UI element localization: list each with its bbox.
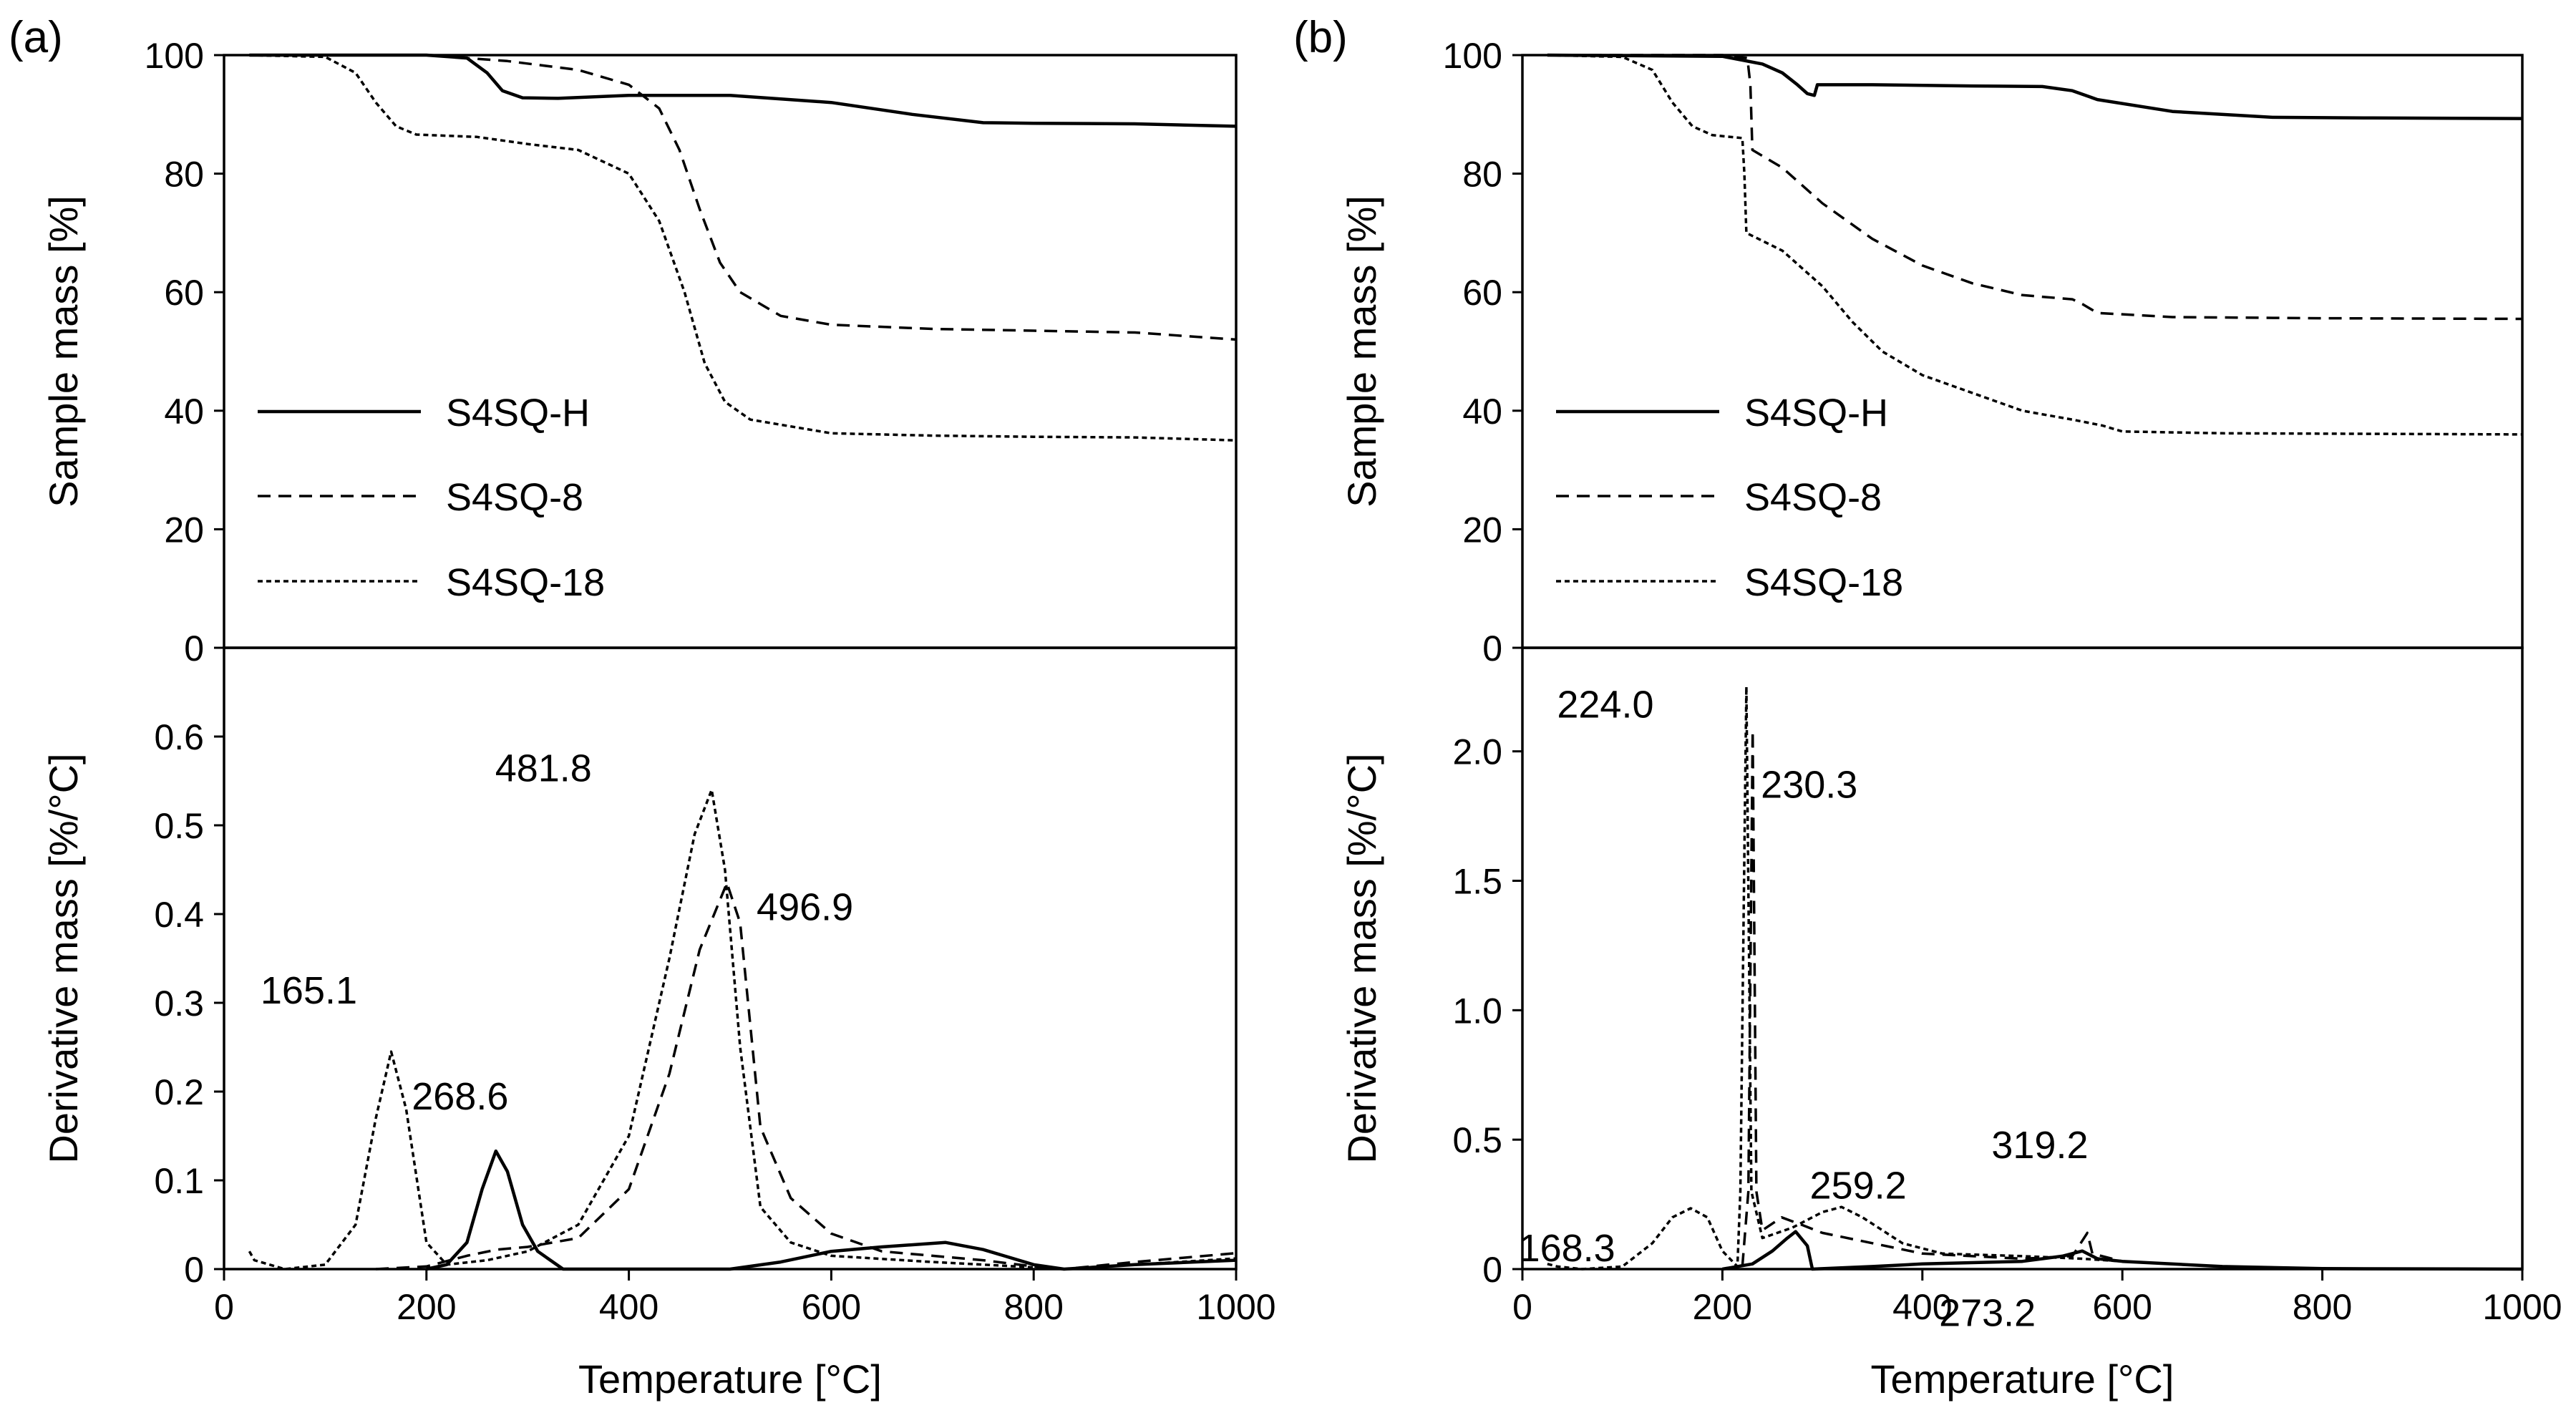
bottom-y-tick-label: 0.1 (154, 1161, 204, 1201)
peak-label: 481.8 (495, 747, 592, 790)
top-plot-frame (1521, 54, 2524, 649)
bottom-y-tick-label: 1.0 (1452, 991, 1502, 1031)
peak-label: 319.2 (1991, 1124, 2088, 1167)
x-tick-label: 400 (599, 1287, 658, 1327)
top-y-tick-label: 100 (145, 36, 204, 76)
top-y-axis-label: Sample mass [%] (41, 195, 86, 507)
x-tick-label: 1000 (1196, 1287, 1275, 1327)
top-plot-frame (223, 54, 1238, 649)
x-tick-label: 200 (1693, 1287, 1752, 1327)
peak-label: 230.3 (1761, 764, 1857, 807)
top-series-s4sq-h (1547, 53, 2523, 120)
peak-label: 259.2 (1810, 1165, 1907, 1208)
top-y-tick-label: 0 (184, 628, 204, 669)
top-series-s4sq-18 (249, 54, 1237, 442)
x-tick-label: 800 (2293, 1287, 2352, 1327)
bottom-series-s4sq-18 (1547, 685, 2523, 1271)
peak-label: 496.9 (757, 886, 853, 929)
bottom-y-tick-label: 0.6 (154, 717, 204, 757)
x-tick-label: 200 (397, 1287, 456, 1327)
bottom-y-axis-label: Derivative mass [%/°C] (1339, 753, 1384, 1163)
x-axis-label: Temperature [°C] (578, 1356, 882, 1402)
bottom-y-tick-label: 0.4 (154, 895, 204, 935)
peak-label: 224.0 (1557, 683, 1653, 726)
top-y-tick-label: 40 (164, 392, 204, 432)
top-series-s4sq-h (249, 53, 1237, 128)
legend-label: S4SQ-18 (446, 561, 605, 604)
legend-label: S4SQ-8 (446, 476, 583, 519)
top-y-tick-label: 0 (1482, 628, 1502, 669)
top-y-tick-label: 60 (164, 273, 204, 313)
bottom-series-s4sq-8 (376, 881, 1237, 1271)
legend-label: S4SQ-18 (1744, 561, 1903, 604)
top-series-s4sq-18 (1547, 54, 2523, 436)
bottom-series-s4sq-18 (248, 788, 1237, 1271)
top-y-tick-label: 80 (1462, 155, 1502, 195)
bottom-y-tick-label: 0.5 (154, 806, 204, 846)
bottom-y-tick-label: 0.2 (154, 1072, 204, 1112)
panel-label: (a) (9, 13, 63, 62)
bottom-y-tick-label: 1.5 (1452, 862, 1502, 902)
bottom-y-tick-label: 0.3 (154, 983, 204, 1024)
peak-label: 268.6 (412, 1075, 508, 1118)
bottom-y-tick-label: 2.0 (1452, 732, 1502, 772)
x-tick-label: 600 (802, 1287, 861, 1327)
top-y-tick-label: 100 (1443, 36, 1502, 76)
bottom-plot-frame (223, 646, 1238, 1271)
bottom-y-tick-label: 0 (1482, 1250, 1502, 1290)
top-y-axis-label: Sample mass [%] (1339, 195, 1384, 507)
bottom-y-tick-label: 0.5 (1452, 1120, 1502, 1160)
top-y-tick-label: 20 (164, 510, 204, 550)
bottom-y-axis-label: Derivative mass [%/°C] (41, 753, 86, 1163)
peak-label: 168.3 (1519, 1227, 1615, 1270)
bottom-plot-frame (1521, 646, 2524, 1271)
bottom-y-tick-label: 0 (184, 1250, 204, 1290)
top-y-tick-label: 60 (1462, 273, 1502, 313)
x-tick-label: 600 (2092, 1287, 2152, 1327)
x-tick-label: 0 (214, 1287, 234, 1327)
top-y-tick-label: 20 (1462, 510, 1502, 550)
x-tick-label: 1000 (2482, 1287, 2562, 1327)
panel-label: (b) (1293, 13, 1348, 62)
top-series-s4sq-8 (1547, 54, 2523, 321)
x-axis-label: Temperature [°C] (1871, 1356, 2174, 1402)
peak-label: 273.2 (1939, 1292, 2036, 1335)
legend-label: S4SQ-8 (1744, 476, 1882, 519)
peak-label: 165.1 (261, 969, 357, 1012)
top-series-s4sq-8 (249, 54, 1237, 341)
legend-label: S4SQ-H (1744, 392, 1888, 434)
x-tick-label: 800 (1003, 1287, 1063, 1327)
top-y-tick-label: 40 (1462, 392, 1502, 432)
top-y-tick-label: 80 (164, 155, 204, 195)
x-tick-label: 400 (1892, 1287, 1952, 1327)
bottom-series-s4sq-h (426, 1149, 1237, 1271)
legend-label: S4SQ-H (446, 392, 590, 434)
x-tick-label: 0 (1512, 1287, 1532, 1327)
